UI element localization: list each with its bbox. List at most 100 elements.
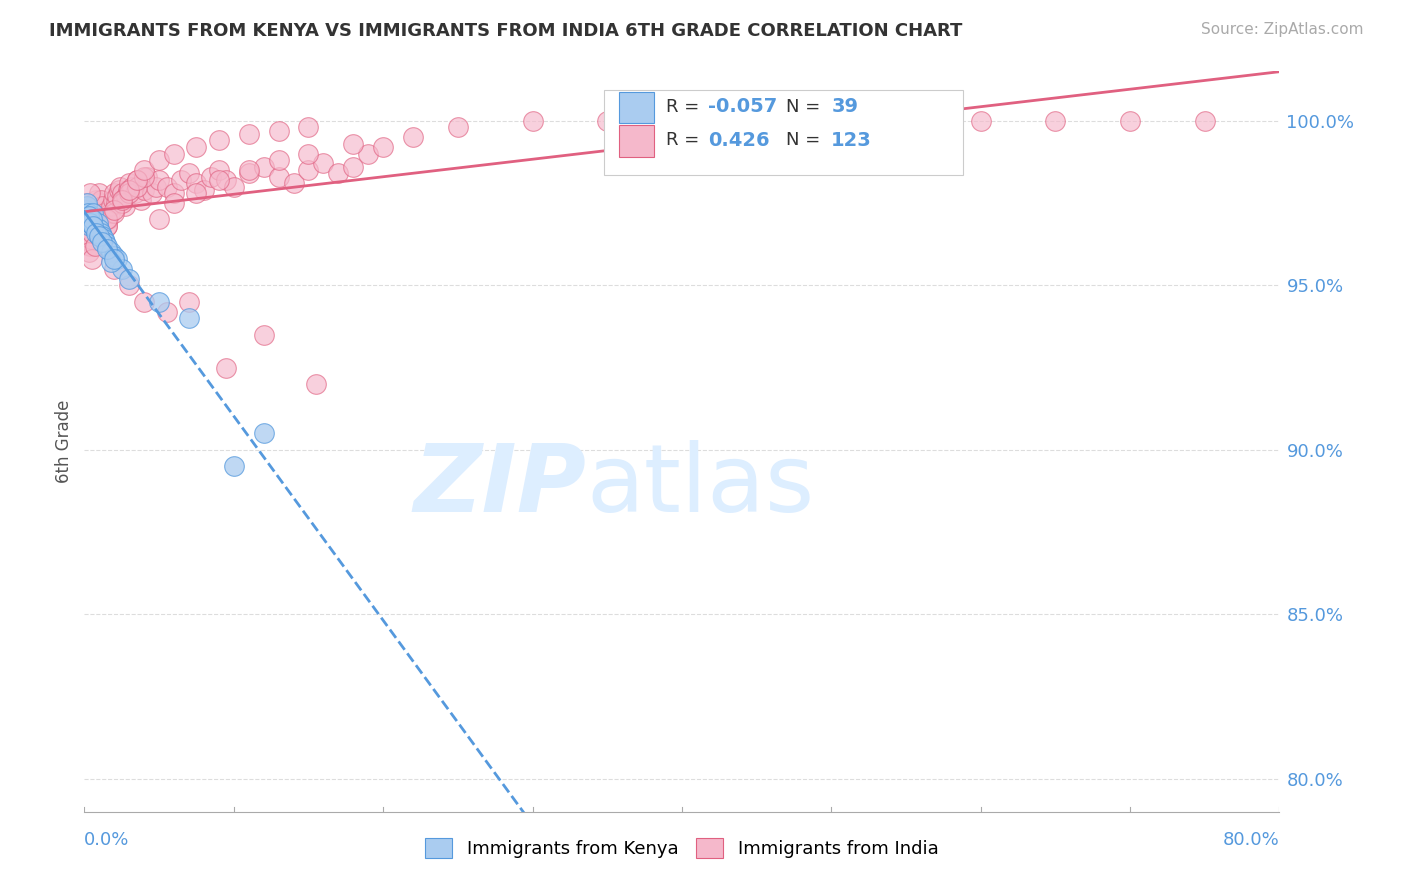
- Point: [76, 212, 98, 227]
- Point: [253, 426, 276, 441]
- Point: [105, 252, 128, 266]
- Text: 123: 123: [831, 131, 872, 150]
- Point: [342, 160, 364, 174]
- Point: [267, 169, 290, 184]
- Point: [83, 239, 105, 253]
- Point: [170, 173, 193, 187]
- Point: [267, 123, 290, 137]
- Point: [328, 166, 350, 180]
- Point: [82, 219, 104, 233]
- Point: [87, 216, 110, 230]
- Point: [177, 166, 200, 180]
- Point: [163, 196, 186, 211]
- Point: [96, 239, 118, 253]
- Point: [136, 169, 159, 184]
- Point: [118, 183, 141, 197]
- Point: [357, 146, 380, 161]
- Point: [177, 311, 200, 326]
- Point: [82, 206, 104, 220]
- Point: [93, 232, 115, 246]
- Point: [141, 186, 163, 200]
- Point: [283, 176, 305, 190]
- Point: [91, 228, 114, 243]
- Point: [103, 261, 125, 276]
- Point: [118, 176, 141, 190]
- Point: [103, 202, 125, 217]
- Point: [970, 113, 993, 128]
- Point: [894, 113, 917, 128]
- Point: [104, 196, 127, 211]
- Point: [115, 189, 138, 203]
- Point: [90, 193, 112, 207]
- Text: 0.0%: 0.0%: [84, 831, 129, 849]
- Point: [79, 186, 101, 200]
- Point: [76, 199, 98, 213]
- Point: [75, 196, 97, 211]
- Point: [148, 294, 170, 309]
- Point: [111, 196, 134, 211]
- Point: [83, 206, 105, 220]
- Point: [86, 209, 108, 223]
- Point: [110, 179, 132, 194]
- Point: [87, 216, 110, 230]
- Point: [596, 113, 619, 128]
- Point: [132, 169, 156, 184]
- Point: [111, 186, 134, 200]
- Point: [125, 173, 148, 187]
- Point: [83, 199, 105, 213]
- Point: [148, 153, 170, 168]
- Point: [163, 186, 186, 200]
- Point: [97, 212, 120, 227]
- Point: [90, 226, 112, 240]
- Text: ZIP: ZIP: [413, 440, 586, 532]
- Point: [84, 193, 107, 207]
- Point: [80, 232, 103, 246]
- Point: [342, 136, 364, 151]
- Text: IMMIGRANTS FROM KENYA VS IMMIGRANTS FROM INDIA 6TH GRADE CORRELATION CHART: IMMIGRANTS FROM KENYA VS IMMIGRANTS FROM…: [49, 22, 963, 40]
- Point: [522, 113, 544, 128]
- Point: [222, 179, 245, 194]
- Point: [305, 376, 328, 391]
- FancyBboxPatch shape: [605, 90, 963, 175]
- Point: [80, 226, 103, 240]
- Point: [96, 219, 118, 233]
- Point: [91, 235, 114, 250]
- Point: [107, 183, 129, 197]
- Point: [86, 219, 108, 233]
- Point: [98, 206, 121, 220]
- Text: 39: 39: [831, 97, 858, 116]
- Point: [267, 153, 290, 168]
- Point: [200, 169, 222, 184]
- Point: [112, 193, 135, 207]
- Point: [155, 179, 177, 194]
- Point: [297, 146, 319, 161]
- Point: [132, 163, 156, 178]
- Point: [83, 222, 105, 236]
- Point: [297, 163, 319, 178]
- Point: [402, 130, 425, 145]
- Text: N =: N =: [786, 98, 825, 116]
- Point: [105, 189, 128, 203]
- Point: [76, 202, 98, 217]
- Point: [96, 242, 118, 256]
- Point: [253, 327, 276, 342]
- Point: [82, 219, 104, 233]
- Point: [103, 249, 125, 263]
- Point: [193, 183, 215, 197]
- Point: [96, 212, 118, 227]
- Point: [77, 209, 100, 223]
- Point: [82, 206, 104, 220]
- Legend: Immigrants from Kenya, Immigrants from India: Immigrants from Kenya, Immigrants from I…: [425, 838, 939, 858]
- Point: [238, 163, 260, 178]
- Point: [111, 261, 134, 276]
- Point: [80, 209, 103, 223]
- Point: [671, 113, 693, 128]
- Point: [1045, 113, 1067, 128]
- Point: [118, 186, 141, 200]
- Point: [447, 120, 470, 135]
- Point: [208, 163, 231, 178]
- Point: [129, 193, 152, 207]
- Point: [145, 179, 167, 194]
- Point: [186, 176, 208, 190]
- Point: [253, 160, 276, 174]
